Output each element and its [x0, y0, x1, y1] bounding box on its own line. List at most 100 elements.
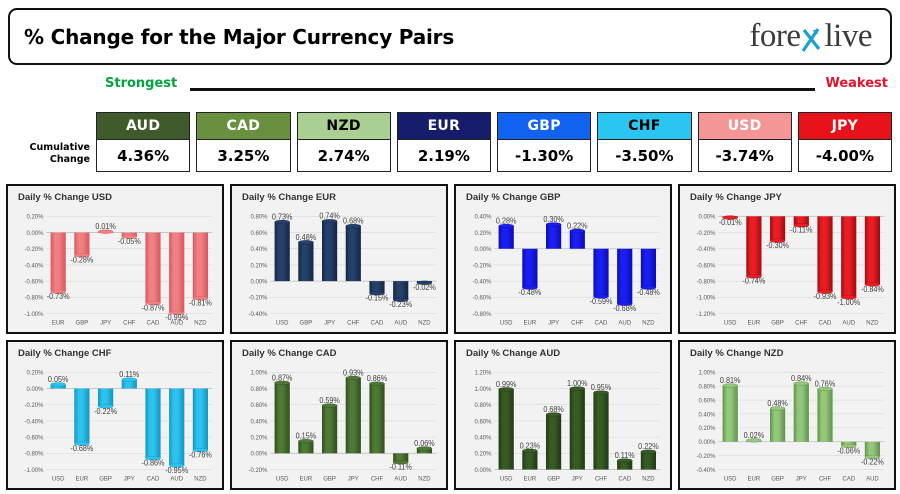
y-axis-tick-label: -0.60% [24, 278, 43, 285]
bar-value-label: -0.59% [590, 297, 613, 306]
strongest-label: Strongest [105, 76, 178, 91]
currency-code-badge: EUR [396, 112, 491, 140]
x-axis-tick-label: CAD [371, 319, 384, 326]
currency-code-badge: CHF [597, 112, 692, 140]
x-axis-tick-label: NZD [194, 475, 207, 482]
bar-value-label: -0.11% [390, 462, 413, 471]
y-axis-tick-label: 1.00% [250, 370, 267, 377]
bar-value-label: 0.73% [272, 212, 293, 221]
x-axis-tick-label: NZD [418, 475, 431, 482]
cumulative-change-label: Cumulative Change [8, 142, 91, 166]
y-axis-tick-label: 0.20% [26, 214, 43, 221]
chart-bar [817, 216, 833, 292]
chart-bar-cap [498, 223, 514, 229]
y-axis-tick-label: -0.80% [24, 295, 43, 302]
x-axis-tick-label: EUR [300, 475, 313, 482]
y-axis-tick-label: 0.00% [26, 386, 43, 393]
x-axis-tick-label: AUD [866, 475, 879, 482]
bar-value-label: -0.22% [861, 457, 884, 466]
logo-text-prefix: fore [749, 18, 801, 54]
chart-bar [593, 392, 609, 470]
x-axis-tick-label: CHF [595, 475, 607, 482]
y-axis-tick-label: 0.40% [474, 214, 491, 221]
chart-bar-cap [817, 289, 833, 294]
x-axis-tick-label: EUR [76, 475, 89, 482]
x-axis-tick-label: CAD [819, 319, 832, 326]
x-axis-tick-label: GBP [771, 475, 784, 482]
chart-bar-cap [593, 390, 609, 395]
chart-title: Daily % Change JPY [690, 192, 782, 203]
chart-bar-cap [74, 441, 90, 446]
chart-bar-cap [50, 289, 66, 294]
y-axis-tick-label: 0.00% [250, 278, 267, 285]
bar-value-label: 0.99% [496, 380, 517, 389]
y-axis-tick-label: 0.40% [474, 434, 491, 441]
bar-value-label: 0.06% [414, 439, 435, 448]
bar-value-label: 0.02% [744, 431, 765, 440]
bar-value-label: -0.23% [389, 300, 412, 309]
chart-plot-area: 0.00% -0.20% -0.40% -0.60% -0.80% -1.00% -1.20… [684, 206, 890, 328]
bar-value-label: -0.22% [94, 407, 117, 416]
y-axis-tick-label: 0.60% [698, 397, 715, 404]
chart-bar-cap [545, 222, 562, 227]
x-axis-tick-label: GBP [76, 319, 89, 326]
x-axis-tick-label: JPY [348, 475, 360, 482]
y-axis-tick-label: 0.40% [250, 246, 267, 253]
chart-bar-cap [545, 412, 562, 417]
bar-value-label: -0.68% [613, 304, 636, 313]
x-axis-tick-label: GBP [547, 475, 560, 482]
chart-bar [817, 388, 833, 442]
y-axis-tick-label: 0.20% [26, 370, 43, 377]
currency-code-badge: USD [697, 112, 792, 140]
bar-value-label: 0.48% [296, 232, 317, 241]
chart-bar [416, 448, 433, 454]
chart-bar-cap [192, 296, 209, 301]
x-axis-tick-label: GBP [300, 319, 313, 326]
y-axis-tick-label: 0.00% [474, 246, 491, 253]
chart-bar-cap [840, 295, 857, 300]
chart-bar-cap [298, 240, 314, 245]
chart-bar [98, 388, 114, 407]
chart-bar [121, 379, 137, 389]
cumulative-change-value: -3.50% [597, 140, 692, 172]
chart-bar-cap [593, 294, 609, 299]
cumulative-change-value: -1.30% [497, 140, 592, 172]
bar-value-label: 0.11% [615, 451, 635, 460]
chart-panel: Daily % Change EUR 0.80% 0.60% 0.40% 0.20% 0.… [230, 184, 448, 334]
y-axis-tick-label: -1.20% [696, 311, 715, 318]
chart-bar-cap [416, 280, 433, 285]
y-axis-tick-label: -0.20% [248, 295, 267, 302]
chart-bar [546, 414, 562, 470]
chart-bar-cap [864, 282, 881, 287]
y-axis-tick-label: -1.00% [696, 295, 715, 302]
chart-bar [192, 232, 209, 299]
chart-bar [569, 388, 585, 470]
x-axis-tick-label: USD [52, 475, 65, 482]
bar-value-label: 0.28% [496, 216, 517, 225]
y-axis-tick-label: 1.20% [474, 370, 491, 377]
currency-code-badge: CAD [196, 112, 291, 140]
chart-bar-cap [168, 463, 185, 468]
bar-value-label: -0.15% [366, 293, 389, 302]
chart-bar [369, 383, 385, 454]
x-axis-tick-label: NZD [642, 475, 655, 482]
chart-bar-cap [74, 253, 90, 258]
chart-bar-cap [97, 229, 114, 234]
chart-bar [793, 383, 809, 442]
cumulative-change-value: 3.25% [196, 140, 291, 172]
chart-bar-cap [640, 285, 657, 290]
bar-value-label: -1.00% [837, 297, 860, 306]
x-axis-tick-label: CHF [819, 475, 831, 482]
bar-value-label: -0.87% [142, 303, 165, 312]
chart-bar-cap [274, 219, 290, 225]
chart-bar [322, 221, 338, 282]
chart-grid: Daily % Change USD 0.20% 0.00% -0.20% -0.40%… [6, 184, 896, 490]
currency-code-badge: NZD [296, 112, 391, 140]
cumulative-change-value: -4.00% [797, 140, 892, 172]
chart-bar-cap [569, 228, 586, 233]
page-title: % Change for the Major Currency Pairs [24, 24, 455, 49]
x-axis-tick-label: USD [276, 319, 289, 326]
chart-bar-cap [746, 438, 762, 443]
chart-bar [522, 248, 538, 288]
x-axis-tick-label: USD [276, 475, 289, 482]
